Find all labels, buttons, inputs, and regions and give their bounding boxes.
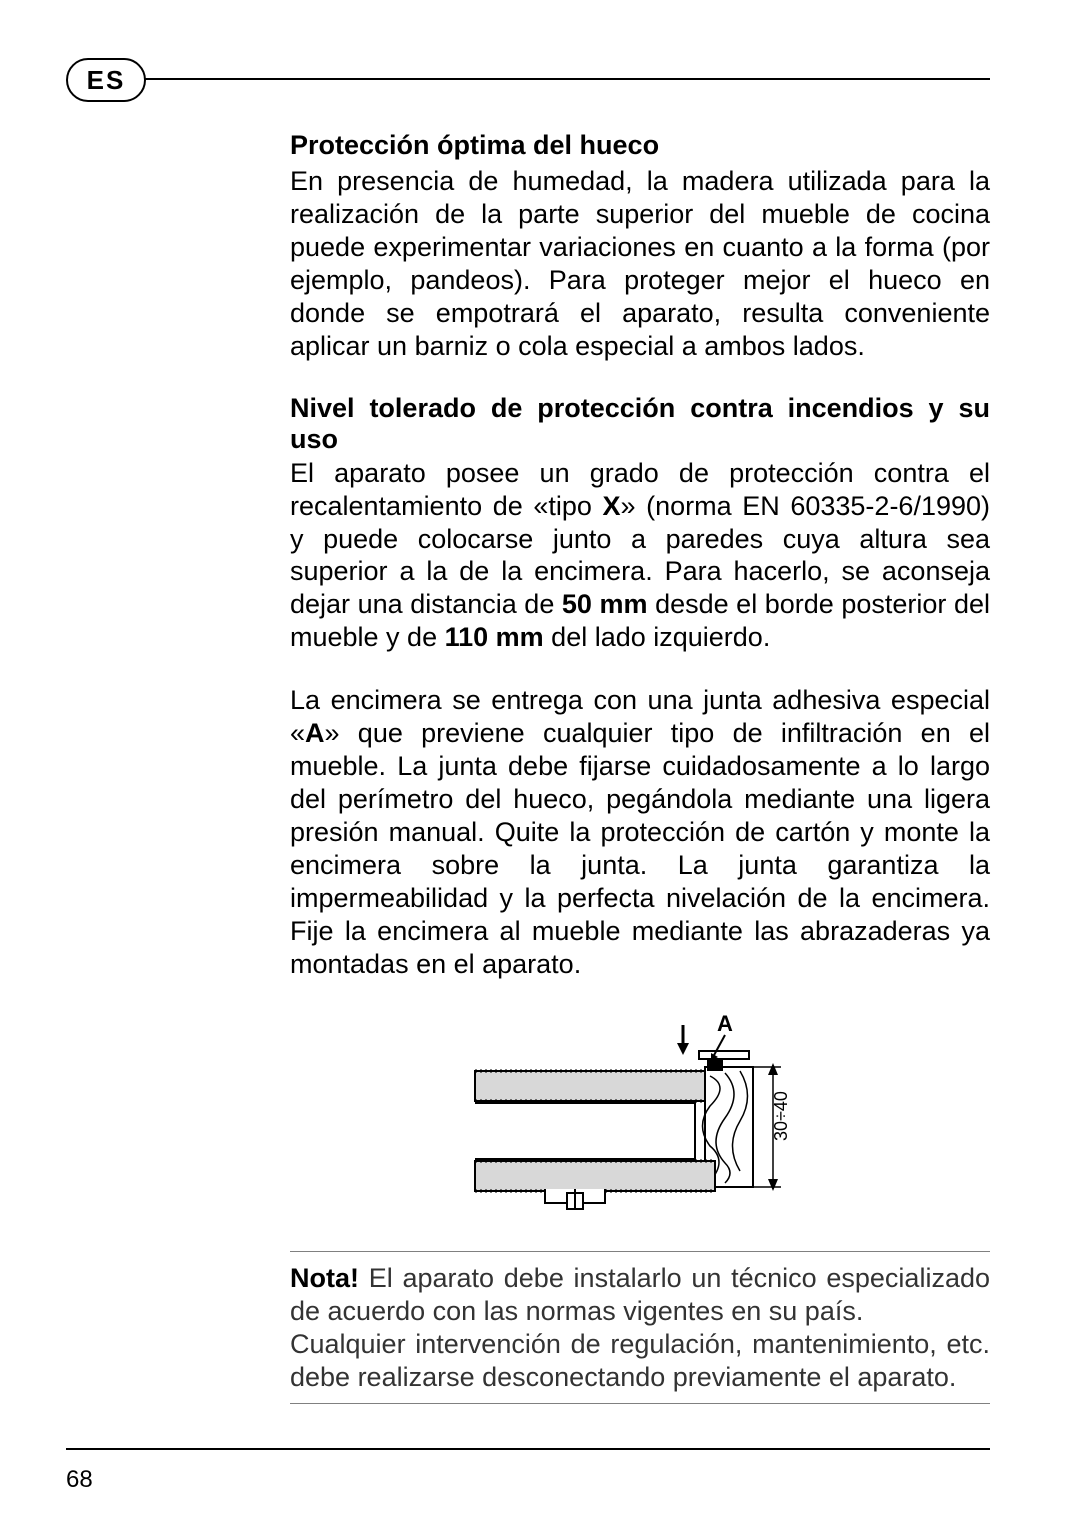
s2-type-x: X bbox=[603, 491, 621, 521]
s2-d1: 50 mm bbox=[562, 589, 648, 619]
note-line2: Cualquier intervención de regulación, ma… bbox=[290, 1329, 990, 1392]
figure-container: A 30÷40 bbox=[290, 1011, 990, 1221]
section1-title: Protección óptima del hueco bbox=[290, 130, 990, 161]
footer-rule bbox=[66, 1448, 990, 1450]
figure-label-a: A bbox=[717, 1011, 733, 1036]
note-label: Nota! bbox=[290, 1263, 359, 1293]
page-number: 68 bbox=[66, 1466, 93, 1494]
language-badge: ES bbox=[66, 58, 146, 102]
header-rule bbox=[130, 78, 990, 80]
section2-body: El aparato posee un grado de protección … bbox=[290, 457, 990, 655]
s2-d2: 110 mm bbox=[445, 622, 544, 652]
s3-seal-a: A bbox=[305, 718, 325, 748]
s2-end: del lado izquierdo. bbox=[544, 622, 771, 652]
section2-title: Nivel tolerado de protección contra ince… bbox=[290, 393, 990, 455]
installation-diagram: A 30÷40 bbox=[455, 1011, 825, 1221]
note-box: Nota! El aparato debe instalarlo un técn… bbox=[290, 1251, 990, 1405]
page-content: Protección óptima del hueco En presencia… bbox=[290, 130, 990, 1404]
s3-end: » que previene cualquier tipo de infiltr… bbox=[290, 718, 990, 979]
section1-body: En presencia de humedad, la madera utili… bbox=[290, 165, 990, 363]
figure-dimension: 30÷40 bbox=[771, 1091, 791, 1141]
section3-body: La encimera se entrega con una junta adh… bbox=[290, 684, 990, 980]
note-line1: El aparato debe instalarlo un técnico es… bbox=[290, 1263, 990, 1326]
